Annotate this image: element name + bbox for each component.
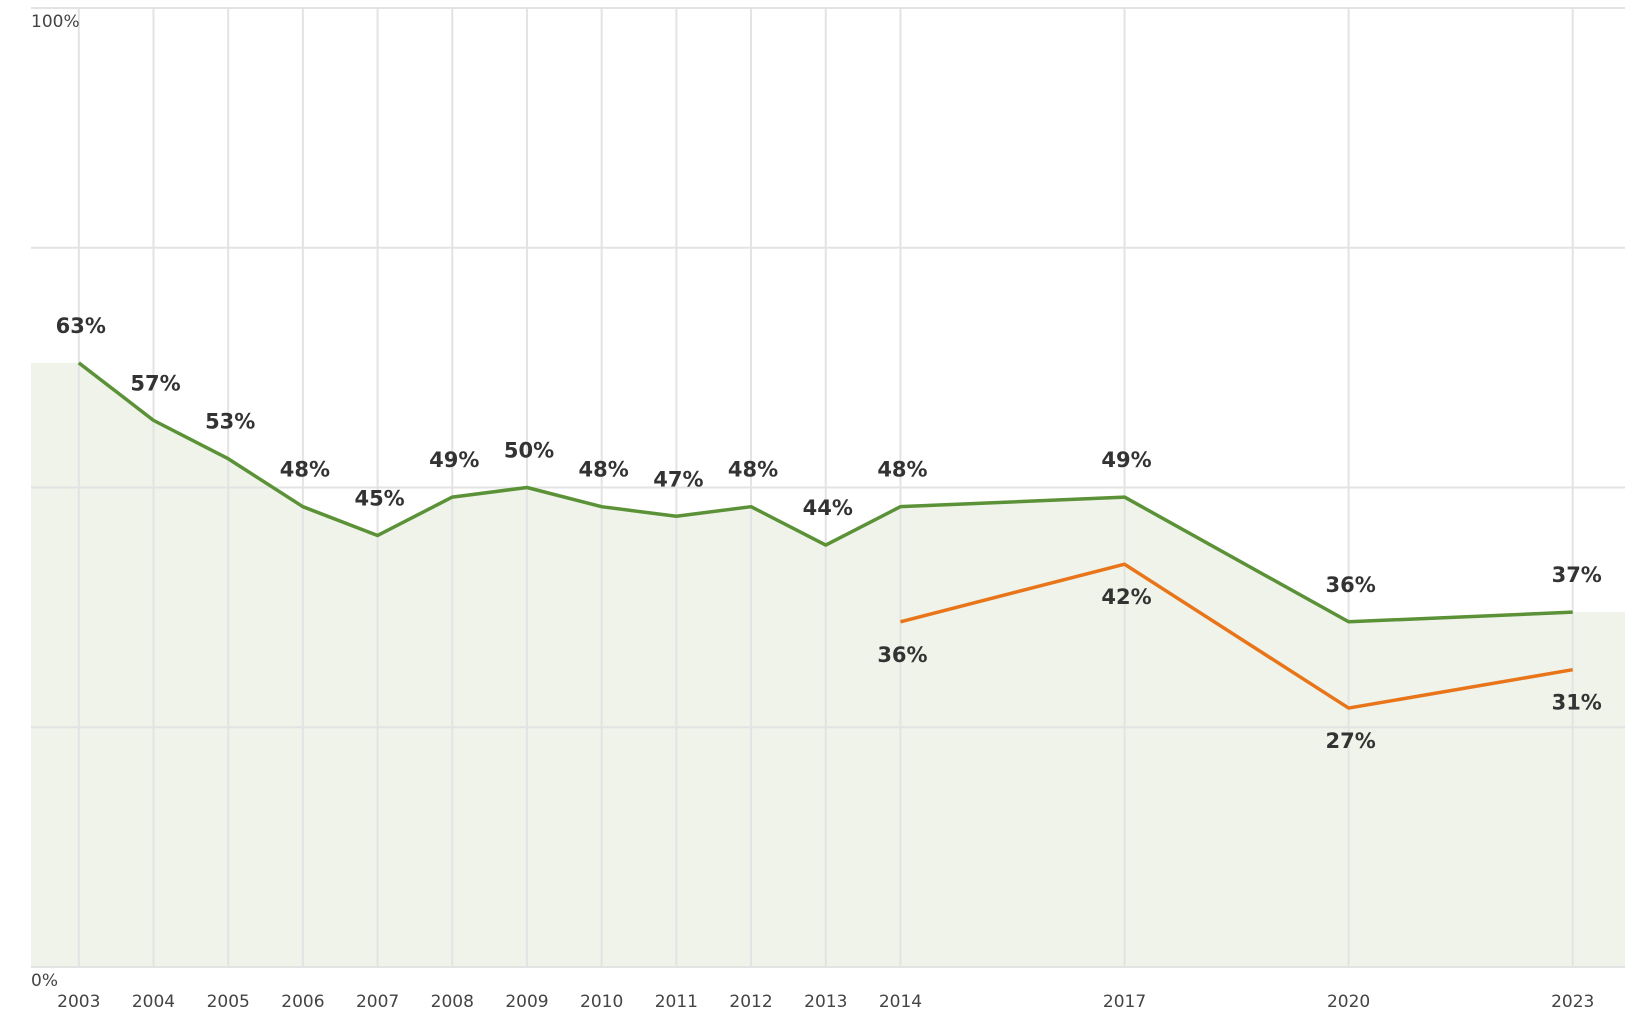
x-tick-label: 2008 [431, 992, 474, 1012]
value-label: 49% [1101, 448, 1151, 472]
x-tick-label: 2014 [879, 992, 922, 1012]
y-tick-label: 0% [31, 971, 58, 991]
value-label: 42% [1101, 585, 1151, 609]
x-tick-label: 2011 [655, 992, 698, 1012]
value-label: 50% [504, 439, 554, 463]
x-tick-label: 2012 [729, 992, 772, 1012]
value-label: 47% [653, 467, 703, 491]
value-label: 31% [1552, 691, 1602, 715]
value-label: 36% [1325, 573, 1375, 597]
x-tick-label: 2007 [356, 992, 399, 1012]
y-tick-label: 100% [31, 12, 80, 32]
x-tick-label: 2023 [1551, 992, 1594, 1012]
line [77, 361, 1573, 624]
value-label: 37% [1552, 563, 1602, 587]
x-tick-label: 2009 [505, 992, 548, 1012]
value-label: 53% [205, 410, 255, 434]
value-label: 63% [56, 314, 106, 338]
value-label: 48% [728, 458, 778, 482]
value-label: 45% [354, 486, 404, 510]
x-tick-label: 2006 [281, 992, 324, 1012]
value-label: 48% [877, 458, 927, 482]
value-label: 48% [280, 458, 330, 482]
x-tick-label: 2003 [57, 992, 100, 1012]
x-tick-label: 2010 [580, 992, 623, 1012]
x-tick-label: 2020 [1327, 992, 1370, 1012]
value-label: 27% [1325, 729, 1375, 753]
value-label: 44% [803, 496, 853, 520]
value-label: 49% [429, 448, 479, 472]
x-tick-label: 2005 [207, 992, 250, 1012]
area [31, 362, 1625, 968]
value-label: 57% [130, 371, 180, 395]
value-label: 36% [877, 643, 927, 667]
x-tick-label: 2013 [804, 992, 847, 1012]
x-tick-label: 2004 [132, 992, 175, 1012]
line [900, 562, 1574, 710]
x-tick-label: 2017 [1103, 992, 1146, 1012]
value-label: 48% [579, 458, 629, 482]
